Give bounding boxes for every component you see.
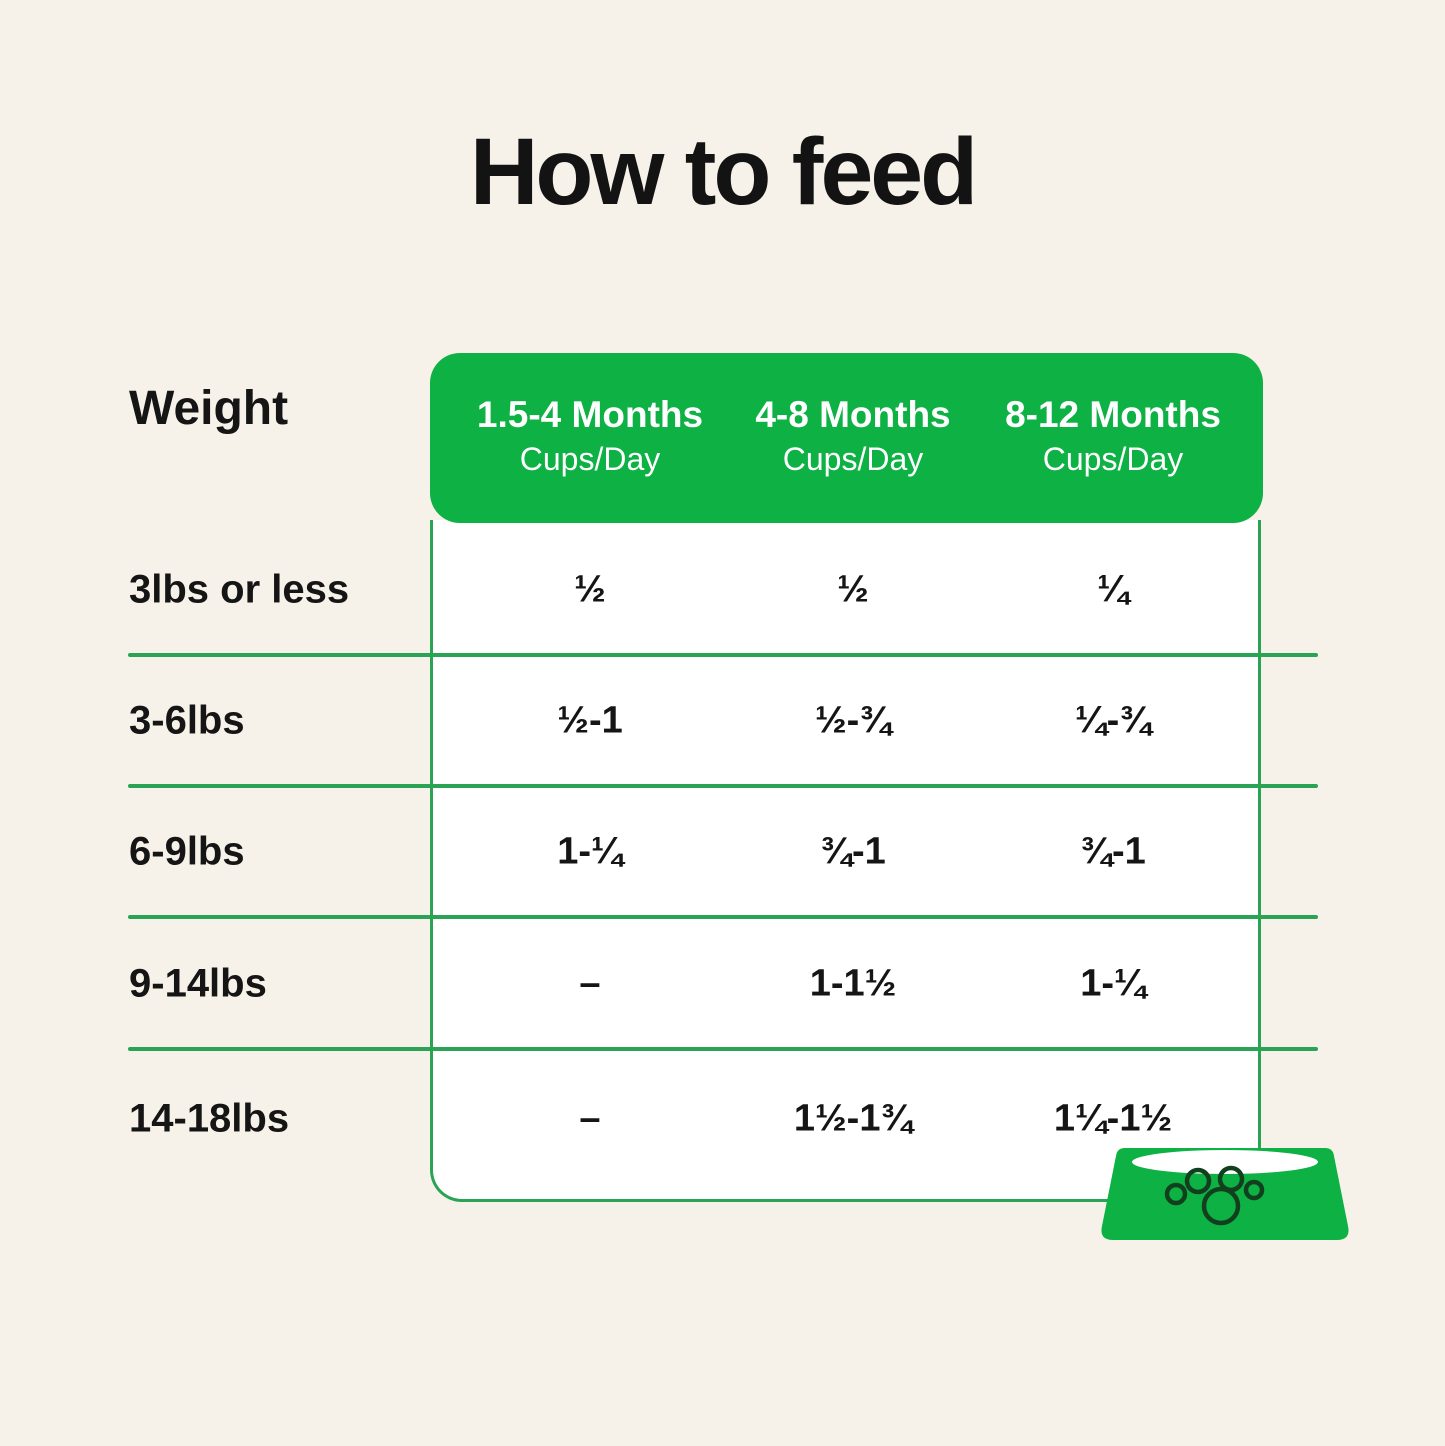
table-cell-value: ½-¾ [814,699,892,742]
table-row-label: 3-6lbs [129,698,245,743]
age-range-label: 4-8 Months [755,394,951,435]
table-row-label: 3lbs or less [129,567,350,612]
age-range-label: 8-12 Months [1005,394,1221,435]
table-cell-value: – [579,1097,601,1140]
table-cell-value: ½ [574,568,606,611]
header-column-1: 1.5-4 Months Cups/Day [477,392,703,480]
table-cell-value: ¾-1 [1080,830,1146,873]
page-title: How to feed [469,119,978,225]
table-header-band [430,353,1263,523]
table-cell-value: ¼-¾ [1074,699,1152,742]
row-divider [128,653,1318,657]
weight-column-header: Weight [129,382,289,435]
table-row-label: 9-14lbs [129,961,267,1006]
table-body [430,520,1261,1202]
paw-print-icon [1164,1165,1265,1226]
table-cell-value: – [579,962,601,1005]
table-cell-value: ½ [837,568,869,611]
cups-per-day-label: Cups/Day [519,441,661,477]
row-divider [128,915,1318,919]
cups-per-day-label: Cups/Day [782,441,924,477]
table-cell-value: ¾-1 [820,830,886,873]
age-range-label: 1.5-4 Months [476,394,704,435]
header-column-3: 8-12 Months Cups/Day [1005,392,1221,480]
row-divider [128,784,1318,788]
table-cell-value: 1½-1¾ [793,1097,913,1140]
table-cell-value: 1-¼ [1080,962,1146,1005]
table-cell-value: 1¼-1½ [1053,1097,1173,1140]
table-cell-value: 1-¼ [557,830,623,873]
table-row-label: 14-18lbs [129,1096,290,1141]
cups-per-day-label: Cups/Day [1042,441,1184,477]
table-row-label: 6-9lbs [129,829,245,874]
header-column-2: 4-8 Months Cups/Day [755,392,950,480]
table-cell-value: ½-1 [557,699,623,742]
table-cell-value: 1-1½ [809,962,897,1005]
dog-bowl-icon [1101,1148,1349,1240]
table-cell-value: ¼ [1097,568,1129,611]
row-divider [128,1047,1318,1051]
